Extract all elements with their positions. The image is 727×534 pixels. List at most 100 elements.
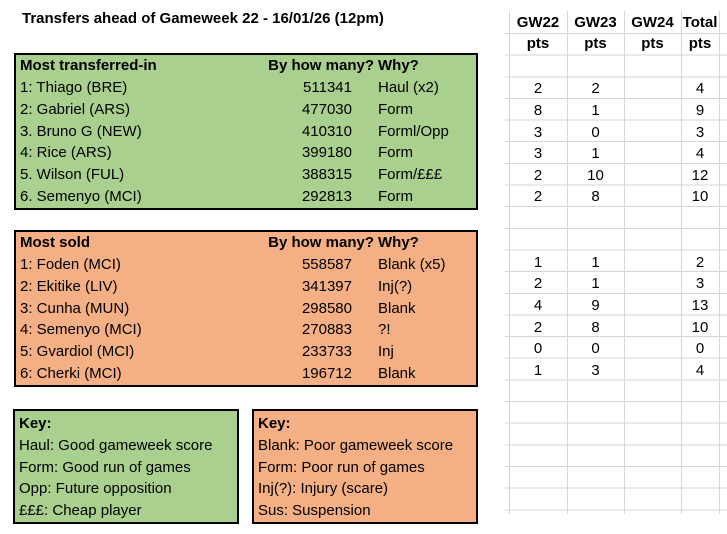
why-cell[interactable]: Blank (x5) — [378, 255, 446, 273]
pts-cell[interactable]: 10 — [587, 166, 604, 184]
pts-cell[interactable]: 8 — [591, 318, 600, 336]
pts-cell[interactable]: 4 — [695, 80, 705, 98]
pts-cell[interactable]: 0 — [591, 123, 600, 141]
key-line[interactable]: Inj(?): Injury (scare) — [258, 480, 389, 498]
pts-cell[interactable]: 12 — [691, 166, 709, 184]
pts-cell[interactable]: 0 — [695, 340, 705, 358]
pts-cell[interactable]: 1 — [533, 361, 543, 379]
pts-cell[interactable]: 1 — [591, 253, 600, 271]
table-title[interactable]: Most transferred-in — [20, 57, 157, 74]
col-header-gw24[interactable]: GW24 — [631, 13, 674, 31]
player-cell[interactable]: 2: Ekitike (LIV) — [20, 277, 118, 295]
pts-cell[interactable] — [624, 186, 681, 208]
pts-cell[interactable]: 13 — [691, 297, 709, 314]
pts-cell[interactable]: 2 — [533, 166, 543, 184]
pts-cell[interactable]: 3 — [695, 123, 705, 141]
player-cell[interactable]: 3. Bruno G (NEW) — [20, 122, 142, 140]
pts-cell[interactable] — [624, 273, 681, 295]
col-header-gw22[interactable]: GW22 — [516, 13, 560, 31]
count-column-header[interactable]: By how many? — [268, 57, 374, 74]
pts-cell[interactable]: 10 — [691, 318, 709, 336]
pts-cell[interactable]: 2 — [533, 188, 543, 206]
pts-cell[interactable]: 2 — [533, 318, 543, 336]
why-cell[interactable]: Inj — [378, 343, 394, 361]
key-title[interactable]: Key: — [258, 415, 291, 432]
player-cell[interactable]: 1: Thiago (BRE) — [20, 78, 128, 96]
pts-cell[interactable]: 1 — [533, 253, 543, 271]
count-cell[interactable]: 196712 — [301, 365, 352, 383]
why-cell[interactable]: Form — [378, 100, 413, 118]
pts-cell[interactable] — [624, 122, 681, 144]
pts-cell[interactable]: 9 — [591, 297, 600, 314]
pts-cell[interactable] — [624, 143, 681, 165]
pts-cell[interactable] — [624, 100, 681, 122]
count-cell[interactable]: 270883 — [301, 321, 352, 339]
count-cell[interactable]: 341397 — [301, 277, 352, 295]
player-cell[interactable]: 6. Semenyo (MCI) — [20, 188, 142, 206]
pts-cell[interactable]: 1 — [591, 101, 600, 119]
pts-cell[interactable]: 3 — [533, 123, 543, 141]
pts-cell[interactable]: 8 — [533, 101, 543, 119]
count-cell[interactable]: 388315 — [301, 166, 352, 184]
pts-cell[interactable]: 4 — [695, 361, 705, 379]
key-line[interactable]: Blank: Poor gameweek score — [258, 436, 454, 454]
key-line[interactable]: Opp: Future opposition — [19, 480, 172, 498]
col-header-total[interactable]: Total — [682, 13, 718, 31]
col-header-gw23[interactable]: GW23 — [574, 13, 617, 31]
why-cell[interactable]: Forml/Opp — [378, 122, 449, 140]
why-cell[interactable]: Blank — [378, 299, 416, 317]
pts-cell[interactable] — [624, 165, 681, 187]
player-cell[interactable]: 4: Rice (ARS) — [20, 144, 112, 162]
pts-cell[interactable]: 1 — [591, 275, 600, 293]
key-line[interactable]: Haul: Good gameweek score — [19, 436, 213, 454]
pts-cell[interactable]: 0 — [591, 340, 600, 358]
pts-cell[interactable]: 3 — [695, 275, 705, 293]
pts-label[interactable]: pts — [526, 35, 550, 53]
pts-cell[interactable]: 10 — [691, 188, 709, 206]
pts-cell[interactable]: 8 — [591, 188, 600, 206]
count-cell[interactable]: 558587 — [301, 255, 352, 273]
why-column-header[interactable]: Why? — [378, 234, 419, 251]
count-cell[interactable]: 292813 — [301, 188, 352, 206]
player-cell[interactable]: 2: Gabriel (ARS) — [20, 100, 131, 118]
count-cell[interactable]: 511341 — [303, 78, 352, 96]
pts-cell[interactable]: 4 — [695, 145, 705, 163]
pts-label[interactable]: pts — [584, 35, 607, 53]
player-cell[interactable]: 6: Cherki (MCI) — [20, 365, 122, 383]
count-cell[interactable]: 477030 — [301, 100, 352, 118]
player-cell[interactable]: 1: Foden (MCI) — [20, 255, 121, 273]
pts-cell[interactable] — [624, 252, 681, 274]
sheet-title[interactable]: Transfers ahead of Gameweek 22 - 16/01/2… — [22, 10, 384, 27]
key-line[interactable]: Sus: Suspension — [258, 502, 371, 520]
count-cell[interactable]: 298580 — [301, 299, 352, 317]
pts-cell[interactable]: 2 — [533, 275, 543, 293]
why-cell[interactable]: Haul (x2) — [378, 78, 439, 96]
player-cell[interactable]: 4: Semenyo (MCI) — [20, 321, 142, 339]
key-line[interactable]: Form: Poor run of games — [258, 458, 425, 476]
count-cell[interactable]: 233733 — [301, 343, 352, 361]
why-cell[interactable]: Inj(?) — [378, 277, 413, 295]
key-line[interactable]: Form: Good run of games — [19, 458, 191, 476]
pts-cell[interactable]: 3 — [533, 145, 543, 163]
pts-cell[interactable] — [624, 338, 681, 360]
key-line[interactable]: £££: Cheap player — [19, 502, 142, 520]
pts-cell[interactable]: 1 — [591, 145, 600, 163]
key-title[interactable]: Key: — [19, 415, 52, 432]
pts-cell[interactable]: 4 — [533, 297, 543, 314]
pts-cell[interactable]: 2 — [695, 253, 705, 271]
pts-label[interactable]: pts — [641, 35, 664, 53]
pts-cell[interactable] — [624, 360, 681, 382]
pts-cell[interactable]: 0 — [533, 340, 543, 358]
why-cell[interactable]: Form — [378, 144, 413, 162]
pts-cell[interactable]: 2 — [591, 80, 600, 98]
pts-cell[interactable]: 3 — [591, 361, 600, 379]
why-cell[interactable]: Blank — [378, 365, 416, 383]
player-cell[interactable]: 3: Cunha (MUN) — [20, 299, 130, 317]
pts-cell[interactable] — [624, 317, 681, 339]
pts-cell[interactable] — [624, 295, 681, 317]
pts-cell[interactable]: 2 — [533, 80, 543, 98]
pts-cell[interactable]: 9 — [695, 101, 705, 119]
count-cell[interactable]: 410310 — [301, 122, 352, 140]
why-column-header[interactable]: Why? — [378, 57, 419, 74]
why-cell[interactable]: ?! — [378, 321, 391, 339]
